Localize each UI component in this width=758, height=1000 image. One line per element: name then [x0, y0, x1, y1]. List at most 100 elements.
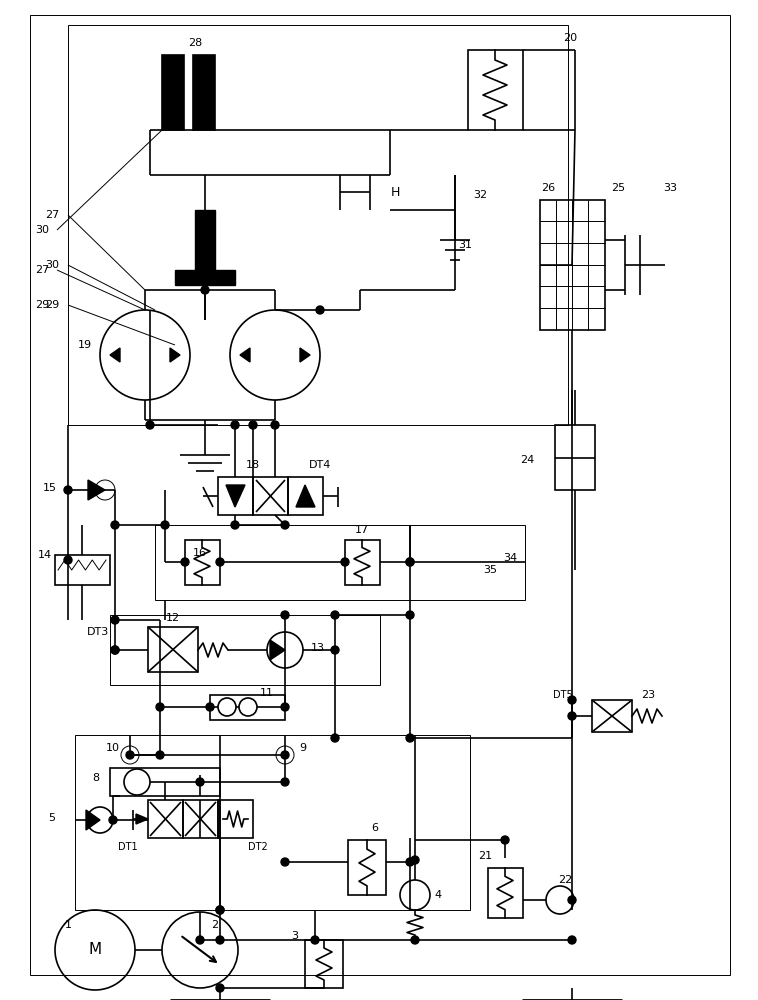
Circle shape: [331, 646, 339, 654]
Circle shape: [281, 778, 289, 786]
Circle shape: [231, 421, 239, 429]
Circle shape: [568, 896, 576, 904]
Bar: [218, 477, 253, 515]
Text: 1: 1: [64, 920, 71, 930]
Polygon shape: [88, 480, 105, 500]
Circle shape: [501, 836, 509, 844]
Text: 19: 19: [78, 340, 92, 350]
Circle shape: [109, 816, 117, 824]
Circle shape: [111, 646, 119, 654]
Text: 29: 29: [35, 300, 49, 310]
Circle shape: [271, 421, 279, 429]
Bar: [540, 200, 605, 330]
Bar: [155, 525, 525, 600]
Bar: [592, 700, 632, 732]
Circle shape: [281, 521, 289, 529]
Circle shape: [249, 421, 257, 429]
Text: 24: 24: [520, 455, 534, 465]
Circle shape: [216, 906, 224, 914]
Circle shape: [406, 858, 414, 866]
Bar: [253, 477, 288, 515]
Text: 25: 25: [611, 183, 625, 193]
Circle shape: [281, 751, 289, 759]
Bar: [305, 940, 343, 988]
Circle shape: [111, 616, 119, 624]
Circle shape: [281, 858, 289, 866]
Text: 26: 26: [541, 183, 555, 193]
Text: 13: 13: [311, 643, 325, 653]
Text: 27: 27: [45, 210, 59, 220]
Bar: [148, 800, 183, 838]
Polygon shape: [136, 814, 148, 824]
Circle shape: [64, 556, 72, 564]
Polygon shape: [300, 348, 310, 362]
Text: 10: 10: [106, 743, 120, 753]
Text: 5: 5: [49, 813, 55, 823]
Polygon shape: [226, 485, 245, 507]
Polygon shape: [170, 348, 180, 362]
Text: 34: 34: [503, 553, 517, 563]
Text: 33: 33: [663, 183, 677, 193]
Text: 3: 3: [292, 931, 299, 941]
Text: 20: 20: [563, 33, 577, 43]
Text: DT4: DT4: [309, 460, 331, 470]
Polygon shape: [86, 810, 100, 830]
Bar: [210, 695, 285, 720]
Circle shape: [206, 703, 214, 711]
Text: 16: 16: [193, 548, 207, 558]
Polygon shape: [175, 210, 235, 285]
Circle shape: [331, 734, 339, 742]
Circle shape: [156, 751, 164, 759]
Bar: [75, 735, 470, 910]
Bar: [110, 615, 380, 685]
Text: 35: 35: [483, 565, 497, 575]
Bar: [348, 840, 386, 895]
Text: 2: 2: [211, 920, 218, 930]
Circle shape: [411, 856, 419, 864]
Circle shape: [568, 936, 576, 944]
Text: 17: 17: [355, 525, 369, 535]
Circle shape: [568, 712, 576, 720]
Text: H: H: [390, 186, 399, 198]
Text: M: M: [89, 942, 102, 958]
Polygon shape: [110, 348, 120, 362]
Text: 4: 4: [434, 890, 442, 900]
Circle shape: [311, 936, 319, 944]
Text: 11: 11: [260, 688, 274, 698]
Circle shape: [406, 611, 414, 619]
Text: 9: 9: [299, 743, 306, 753]
Bar: [193, 55, 215, 130]
Text: 27: 27: [35, 265, 49, 275]
Text: 31: 31: [458, 240, 472, 250]
Circle shape: [406, 558, 414, 566]
Bar: [148, 627, 198, 672]
Circle shape: [281, 611, 289, 619]
Text: 30: 30: [45, 260, 59, 270]
Bar: [55, 555, 110, 585]
Circle shape: [231, 521, 239, 529]
Text: 30: 30: [35, 225, 49, 235]
Text: 12: 12: [166, 613, 180, 623]
Circle shape: [568, 696, 576, 704]
Bar: [345, 540, 380, 585]
Circle shape: [146, 421, 154, 429]
Text: DT3: DT3: [87, 627, 109, 637]
Text: DT2: DT2: [248, 842, 268, 852]
Text: 18: 18: [246, 460, 260, 470]
Circle shape: [156, 703, 164, 711]
Circle shape: [111, 646, 119, 654]
Circle shape: [281, 703, 289, 711]
Circle shape: [181, 558, 189, 566]
Text: 6: 6: [371, 823, 378, 833]
Text: 29: 29: [45, 300, 59, 310]
Circle shape: [196, 778, 204, 786]
Bar: [110, 768, 220, 796]
Circle shape: [196, 936, 204, 944]
Circle shape: [64, 486, 72, 494]
Text: 8: 8: [92, 773, 99, 783]
Bar: [555, 425, 595, 490]
Bar: [288, 477, 323, 515]
Text: DT5: DT5: [553, 690, 573, 700]
Circle shape: [126, 751, 134, 759]
Circle shape: [216, 558, 224, 566]
